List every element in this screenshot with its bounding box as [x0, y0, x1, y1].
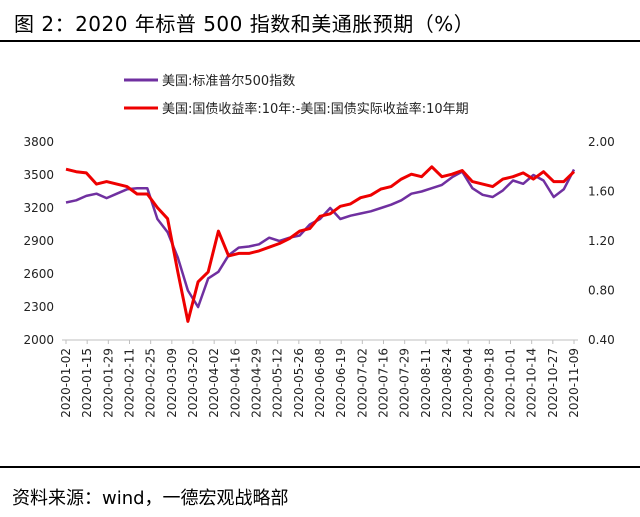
x-tick-label: 2020-10-01 [504, 348, 518, 418]
y-left-tick-label: 2600 [23, 267, 54, 281]
chart-legend: 美国:标准普尔500指数美国:国债收益率:10年:-美国:国债实际收益率:10年… [124, 74, 469, 117]
source-note: 资料来源：wind，一德宏观战略部 [12, 488, 289, 509]
legend-label: 美国:国债收益率:10年:-美国:国债实际收益率:10年期 [162, 101, 469, 117]
x-tick-label: 2020-05-12 [271, 348, 285, 418]
x-tick-label: 2020-08-11 [419, 348, 433, 418]
x-tick-label: 2020-08-24 [440, 348, 454, 418]
y-right-tick-label: 2.00 [588, 135, 615, 149]
x-tick-label: 2020-07-29 [398, 348, 412, 418]
y-left-tick-label: 3800 [23, 135, 54, 149]
top-rule [0, 40, 640, 42]
legend-label: 美国:标准普尔500指数 [162, 74, 295, 89]
x-tick-label: 2020-01-29 [101, 348, 115, 418]
line-chart: 美国:标准普尔500指数美国:国债收益率:10年:-美国:国债实际收益率:10年… [23, 74, 614, 418]
y-right-tick-label: 0.40 [588, 333, 615, 347]
bottom-rule [0, 466, 640, 468]
inflation-expectation-series-line [65, 165, 576, 323]
y-left-tick-label: 2900 [23, 234, 54, 248]
x-tick-label: 2020-01-02 [59, 348, 73, 418]
x-tick-label: 2020-10-27 [546, 348, 560, 418]
x-tick-label: 2020-06-08 [313, 348, 327, 418]
x-tick-label: 2020-06-19 [334, 348, 348, 418]
x-tick-label: 2020-09-04 [461, 348, 475, 418]
y-right-tick-label: 1.20 [588, 234, 615, 248]
x-tick-label: 2020-07-16 [377, 348, 391, 418]
x-tick-label: 2020-07-02 [355, 348, 369, 418]
x-tick-label: 2020-05-26 [292, 348, 306, 418]
figure-title: 图 2：2020 年标普 500 指数和美通胀预期（%） [14, 12, 475, 36]
y-right-tick-label: 1.60 [588, 185, 615, 199]
chart-axes: 2000 2300 2600 2900 3200 3500 3800 0.40 0.80 1.20… [23, 135, 614, 418]
x-tick-label: 2020-02-11 [123, 348, 137, 418]
x-tick-label: 2020-10-14 [525, 348, 539, 418]
x-tick-label: 2020-02-25 [144, 348, 158, 418]
x-tick-label: 2020-04-02 [207, 348, 221, 418]
y-left-tick-label: 3200 [23, 201, 54, 215]
y-left-tick-label: 3500 [23, 168, 54, 182]
x-tick-label: 2020-04-16 [228, 348, 242, 418]
y-left-tick-label: 2300 [23, 300, 54, 314]
x-tick-label: 2020-01-15 [80, 348, 94, 418]
x-tick-label: 2020-11-09 [567, 348, 581, 418]
x-tick-label: 2020-04-29 [250, 348, 264, 418]
chart-plot-area [65, 165, 576, 323]
y-right-tick-label: 0.80 [588, 284, 615, 298]
x-tick-label: 2020-03-09 [165, 348, 179, 418]
x-tick-label: 2020-09-18 [482, 348, 496, 418]
sp500-series-line [65, 168, 576, 309]
y-left-tick-label: 2000 [23, 333, 54, 347]
x-tick-label: 2020-03-20 [186, 348, 200, 418]
